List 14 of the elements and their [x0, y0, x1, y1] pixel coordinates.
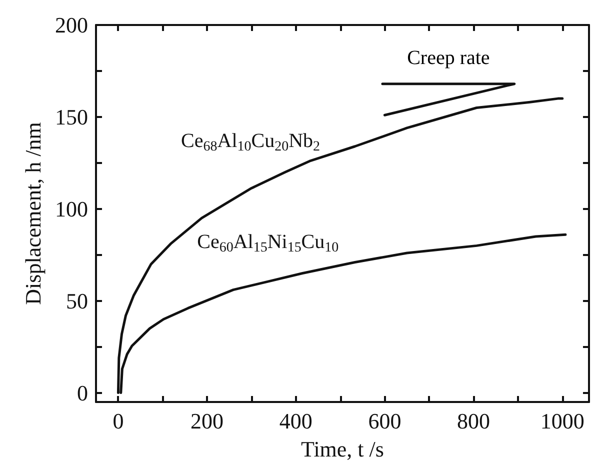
x-tick-label: 200 — [190, 408, 224, 434]
y-tick-label: 50 — [66, 288, 88, 314]
x-tick-label: 400 — [279, 408, 312, 434]
x-tick-label: 0 — [112, 408, 124, 434]
y-axis-title: Displacement, h /nm — [20, 122, 46, 305]
y-tick-label: 200 — [55, 12, 88, 38]
y-tick-label: 100 — [55, 196, 88, 222]
y-tick-label: 150 — [55, 104, 88, 130]
x-tick-label: 1000 — [540, 408, 584, 434]
x-tick-label: 600 — [368, 408, 402, 434]
x-tick-label: 800 — [457, 408, 490, 434]
annotation: Creep rate — [407, 46, 490, 69]
x-axis-title: Time, t /s — [301, 436, 384, 462]
y-tick-label: 0 — [77, 380, 88, 406]
